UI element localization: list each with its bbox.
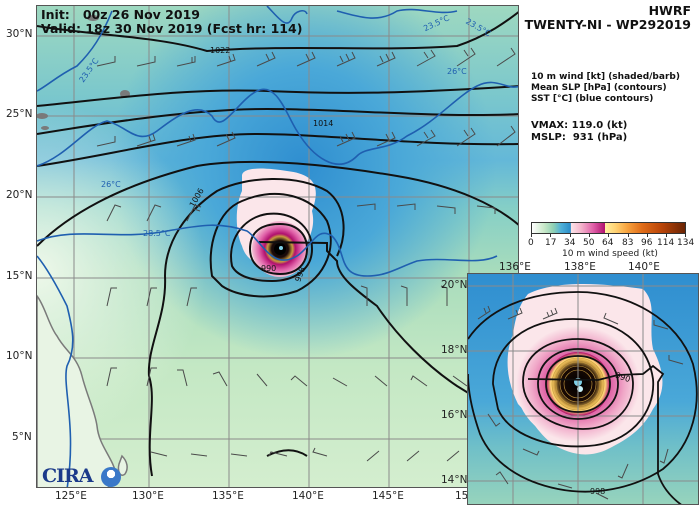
colorbar-ticks [531, 234, 686, 237]
lat-label-15n: 15°N [6, 270, 33, 282]
mslp-value: MSLP: 931 (hPa) [531, 132, 628, 143]
cira-logo-text: CIRA [42, 465, 94, 487]
lon-label-150e: 15 [455, 490, 469, 502]
lon-label-130e: 130°E [132, 490, 164, 502]
colorbar-tick-96: 96 [641, 238, 653, 248]
svg-text:26°C: 26°C [101, 180, 121, 189]
lon-label-145e: 145°E [372, 490, 404, 502]
inset-lat-label-14n: 14°N [441, 474, 468, 486]
model-name: HWRF [648, 3, 691, 18]
colorbar-label: 10 m wind speed (kt) [562, 249, 658, 259]
cira-logo: CIRA [42, 465, 122, 487]
inset-wind-field: 998 990 [468, 274, 698, 504]
svg-text:998: 998 [590, 487, 605, 496]
legend-wind: 10 m wind [kt] (shaded/barb) [531, 72, 680, 82]
lat-label-20n: 20°N [6, 189, 33, 201]
colorbar-tick-64: 64 [602, 238, 614, 248]
vmax-value: VMAX: 119.0 (kt) [531, 120, 628, 131]
inset-lat-label-16n: 16°N [441, 409, 468, 421]
svg-text:1022: 1022 [210, 46, 230, 55]
inset-zoom-map: 998 990 [467, 273, 699, 505]
lat-label-5n: 5°N [12, 431, 32, 443]
noaa-globe-icon [101, 467, 122, 487]
valid-time: Valid: 18z 30 Nov 2019 (Fcst hr: 114) [41, 21, 303, 36]
inset-lon-label-138e: 138°E [564, 261, 596, 273]
inset-lat-label-20n: 20°N [441, 279, 468, 291]
colorbar-tick-114: 114 [657, 238, 675, 248]
inset-slp-contours [468, 291, 698, 504]
legend-slp: Mean SLP [hPa] (contours) [531, 83, 667, 93]
inset-wind-barbs [477, 305, 684, 500]
svg-text:28.5°C: 28.5°C [143, 229, 171, 238]
lat-label-30n: 30°N [6, 28, 33, 40]
inset-lat-label-18n: 18°N [441, 344, 468, 356]
colorbar-tick-34: 34 [564, 238, 576, 248]
lat-label-10n: 10°N [6, 350, 33, 362]
lon-label-125e: 125°E [55, 490, 87, 502]
init-time: Init: 00z 26 Nov 2019 [41, 7, 200, 22]
svg-text:990: 990 [261, 264, 276, 273]
lat-label-25n: 25°N [6, 108, 33, 120]
wind-field-layer: 1022 1014 1006 998 990 23.5°C 23.5°C 23.… [37, 6, 518, 487]
colorbar-tick-17: 17 [545, 238, 557, 248]
colorbar-tick-134: 134 [677, 238, 695, 248]
colorbar-tick-50: 50 [583, 238, 595, 248]
wind-speed-colorbar [531, 222, 686, 234]
main-map: 1022 1014 1006 998 990 23.5°C 23.5°C 23.… [36, 5, 519, 488]
svg-text:1014: 1014 [313, 119, 333, 128]
colorbar-tick-83: 83 [622, 238, 634, 248]
svg-text:26°C: 26°C [447, 67, 467, 76]
land-outline [37, 294, 128, 487]
lon-label-140e: 140°E [292, 490, 324, 502]
colorbar-tick-0: 0 [528, 238, 534, 248]
legend-sst: SST [°C] (blue contours) [531, 94, 654, 104]
inset-lon-label-140e: 140°E [628, 261, 660, 273]
storm-id: TWENTY-NI - WP292019 [524, 17, 691, 32]
inset-lon-label-136e: 136°E [499, 261, 531, 273]
lon-label-135e: 135°E [212, 490, 244, 502]
sst-contours [37, 6, 518, 487]
